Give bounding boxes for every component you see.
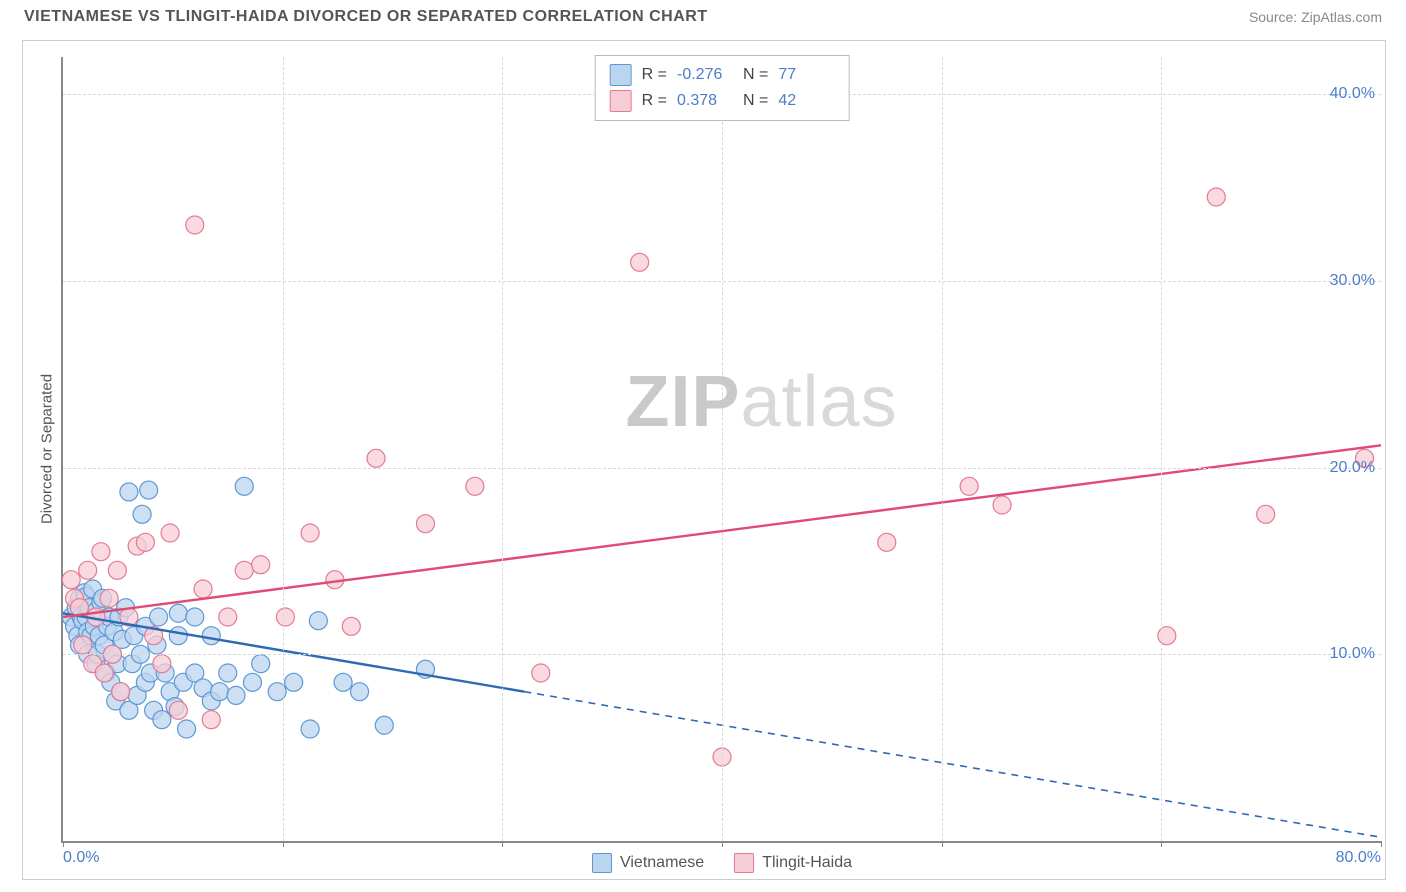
- data-point: [375, 716, 393, 734]
- plot-area: Divorced or Separated ZIPatlas R =-0.276…: [61, 57, 1381, 843]
- x-tick-mark: [722, 841, 723, 847]
- data-point: [186, 608, 204, 626]
- data-point: [532, 664, 550, 682]
- data-point: [1207, 188, 1225, 206]
- data-point: [285, 673, 303, 691]
- data-point: [100, 589, 118, 607]
- chart-container: Divorced or Separated ZIPatlas R =-0.276…: [22, 40, 1386, 880]
- chart-title: VIETNAMESE VS TLINGIT-HAIDA DIVORCED OR …: [24, 8, 708, 26]
- legend-swatch: [610, 90, 632, 112]
- data-point: [186, 216, 204, 234]
- data-point: [219, 608, 237, 626]
- data-point: [161, 524, 179, 542]
- legend-swatch: [610, 64, 632, 86]
- gridline-v: [722, 57, 723, 841]
- x-tick-mark: [942, 841, 943, 847]
- data-point: [202, 627, 220, 645]
- gridline-v: [502, 57, 503, 841]
- x-tick-mark: [1381, 841, 1382, 847]
- x-tick-mark: [1161, 841, 1162, 847]
- legend-r-label: R =: [642, 92, 667, 110]
- data-point: [235, 561, 253, 579]
- chart-header: VIETNAMESE VS TLINGIT-HAIDA DIVORCED OR …: [0, 0, 1406, 30]
- data-point: [140, 481, 158, 499]
- data-point: [227, 686, 245, 704]
- gridline-v: [283, 57, 284, 841]
- y-tick-label: 30.0%: [1330, 272, 1375, 290]
- data-point: [252, 655, 270, 673]
- legend-n-value: 77: [778, 66, 834, 84]
- data-point: [62, 571, 80, 589]
- source-link[interactable]: ZipAtlas.com: [1301, 9, 1382, 25]
- data-point: [153, 655, 171, 673]
- data-point: [92, 543, 110, 561]
- data-point: [416, 515, 434, 533]
- data-point: [178, 720, 196, 738]
- x-tick-label: 80.0%: [1336, 849, 1381, 867]
- x-tick-mark: [283, 841, 284, 847]
- data-point: [194, 580, 212, 598]
- data-point: [136, 533, 154, 551]
- data-point: [108, 561, 126, 579]
- y-axis-label: Divorced or Separated: [39, 374, 56, 524]
- data-point: [112, 683, 130, 701]
- x-tick-mark: [502, 841, 503, 847]
- data-point: [153, 711, 171, 729]
- data-point: [252, 556, 270, 574]
- data-point: [342, 617, 360, 635]
- data-point: [309, 612, 327, 630]
- data-point: [235, 477, 253, 495]
- data-point: [169, 627, 187, 645]
- legend-row: R = 0.378 N = 42: [610, 88, 835, 114]
- data-point: [169, 604, 187, 622]
- legend-item: Tlingit-Haida: [734, 853, 852, 873]
- data-point: [79, 561, 97, 579]
- x-tick-label: 0.0%: [63, 849, 99, 867]
- data-point: [334, 673, 352, 691]
- data-point: [301, 524, 319, 542]
- data-point: [993, 496, 1011, 514]
- data-point: [1257, 505, 1275, 523]
- data-point: [960, 477, 978, 495]
- data-point: [211, 683, 229, 701]
- legend-r-value: -0.276: [677, 66, 733, 84]
- y-tick-label: 40.0%: [1330, 85, 1375, 103]
- legend-n-label: N =: [743, 92, 768, 110]
- data-point: [219, 664, 237, 682]
- data-point: [276, 608, 294, 626]
- y-tick-label: 20.0%: [1330, 459, 1375, 477]
- data-point: [150, 608, 168, 626]
- data-point: [95, 664, 113, 682]
- legend-label: Tlingit-Haida: [762, 854, 852, 872]
- data-point: [301, 720, 319, 738]
- data-point: [133, 505, 151, 523]
- series-legend: Vietnamese Tlingit-Haida: [592, 853, 852, 873]
- correlation-legend: R = -0.276 N = 77 R = 0.378 N = 42: [595, 55, 850, 121]
- legend-n-label: N =: [743, 66, 768, 84]
- data-point: [74, 636, 92, 654]
- data-point: [243, 673, 261, 691]
- data-point: [466, 477, 484, 495]
- legend-swatch: [734, 853, 754, 873]
- data-point: [120, 483, 138, 501]
- chart-source: Source: ZipAtlas.com: [1249, 9, 1382, 25]
- legend-r-value: 0.378: [677, 92, 733, 110]
- data-point: [367, 449, 385, 467]
- gridline-v: [1161, 57, 1162, 841]
- data-point: [202, 711, 220, 729]
- y-tick-label: 10.0%: [1330, 645, 1375, 663]
- x-tick-mark: [63, 841, 64, 847]
- legend-n-value: 42: [778, 92, 834, 110]
- data-point: [631, 253, 649, 271]
- data-point: [878, 533, 896, 551]
- data-point: [169, 701, 187, 719]
- legend-item: Vietnamese: [592, 853, 704, 873]
- legend-row: R = -0.276 N = 77: [610, 62, 835, 88]
- data-point: [351, 683, 369, 701]
- trend-line-extrapolated: [524, 692, 1381, 838]
- gridline-v: [942, 57, 943, 841]
- legend-label: Vietnamese: [620, 854, 704, 872]
- legend-swatch: [592, 853, 612, 873]
- legend-r-label: R =: [642, 66, 667, 84]
